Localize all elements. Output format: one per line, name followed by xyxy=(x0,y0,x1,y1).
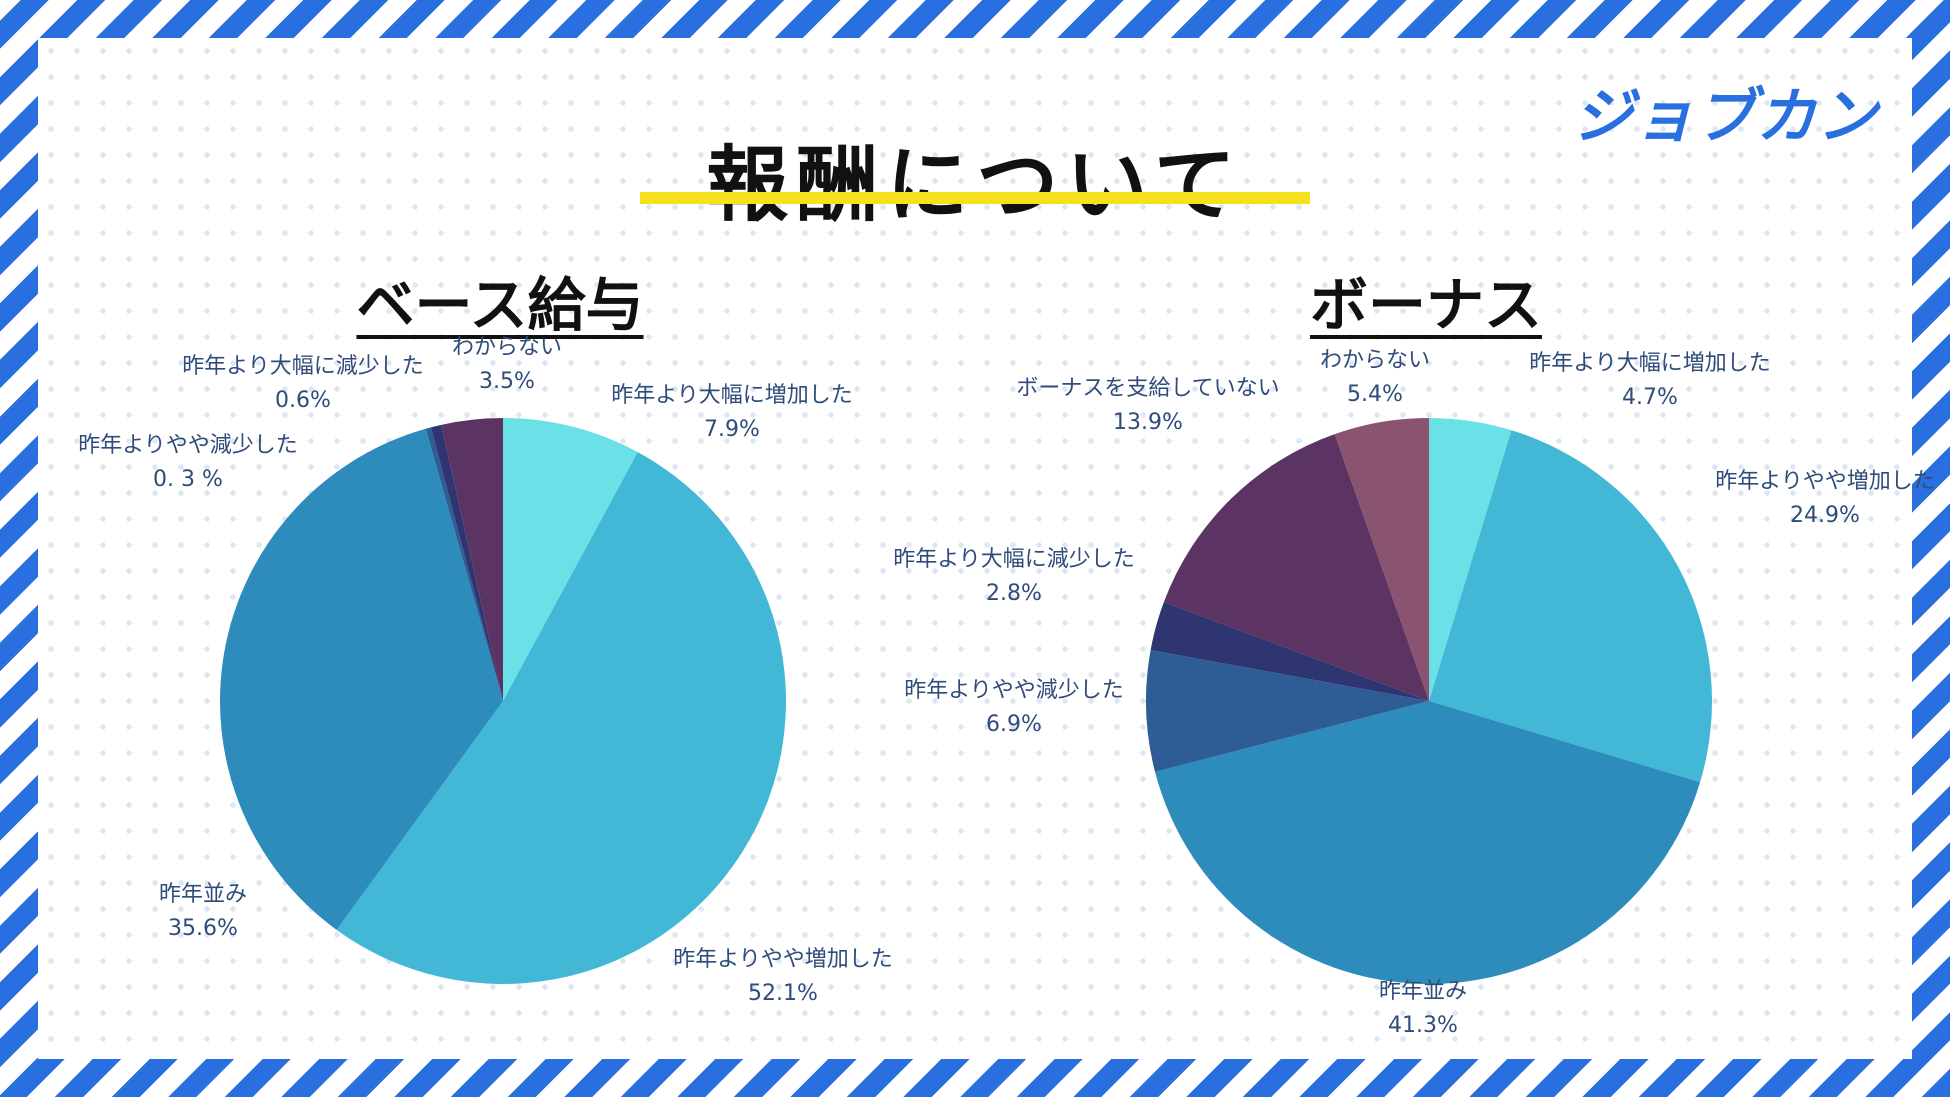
pie-slice xyxy=(425,427,503,701)
pie-slice xyxy=(1334,418,1429,701)
pie-slice xyxy=(1150,602,1429,701)
slice-label: 昨年より大幅に減少した xyxy=(182,354,424,379)
slice-value-label: 41.3% xyxy=(1388,1013,1458,1038)
pie-slice xyxy=(1429,418,1512,701)
pie-slice xyxy=(1163,434,1429,701)
pie-slice xyxy=(430,424,503,701)
pie-bonus: 昨年より大幅に増加した 4.7% 昨年よりやや増加した 24.9% 昨年並み 41.3% 昨… xyxy=(893,348,1935,1038)
slice-value-label: 3.5% xyxy=(479,369,535,394)
pie-slice xyxy=(1145,650,1429,772)
slice-label: 昨年より大幅に増加した xyxy=(1529,351,1771,376)
page-title: 報酬について xyxy=(706,138,1244,233)
title-underline-bar xyxy=(640,192,1310,204)
slice-label: 昨年並み xyxy=(1379,979,1467,1004)
slice-value-label: 7.9% xyxy=(704,417,760,442)
pie-slice xyxy=(1429,430,1713,783)
pie-slice xyxy=(336,452,786,984)
slice-label: 昨年よりやや増加した xyxy=(673,947,893,972)
chart-title-bonus: ボーナス xyxy=(1309,271,1542,339)
slice-value-label: 35.6% xyxy=(168,916,238,941)
pie-slice xyxy=(441,418,503,701)
slice-label: わからない xyxy=(1320,348,1430,373)
slice-label: 昨年より大幅に減少した xyxy=(893,547,1135,572)
slice-value-label: 24.9% xyxy=(1790,503,1860,528)
slice-value-label: 13.9% xyxy=(1113,410,1183,435)
slice-value-label: 4.7% xyxy=(1622,385,1678,410)
slice-value-label: 6.9% xyxy=(986,712,1042,737)
slice-label: わからない xyxy=(452,335,562,360)
slice-label: ボーナスを支給していない xyxy=(1016,376,1279,401)
slice-value-label: 0.6% xyxy=(275,388,331,413)
slice-label: 昨年よりやや減少した xyxy=(904,678,1124,703)
chart-title-base-salary: ベース給与 xyxy=(356,271,644,339)
brand-logo: ジョブカン xyxy=(1573,82,1878,152)
pie-slice xyxy=(220,428,503,930)
pie-slice xyxy=(1155,701,1701,985)
pie-slice xyxy=(503,418,638,701)
slice-label: 昨年より大幅に増加した xyxy=(611,383,853,408)
slice-label: 昨年よりやや増加した xyxy=(1715,469,1935,494)
slice-value-label: 2.8% xyxy=(986,581,1042,606)
slice-value-label: 52.1% xyxy=(748,981,818,1006)
slice-label: 昨年よりやや減少した xyxy=(78,433,298,458)
slice-value-label: 0. 3 % xyxy=(153,467,223,492)
slice-value-label: 5.4% xyxy=(1347,382,1403,407)
pie-base-salary: 昨年より大幅に増加した 7.9% 昨年よりやや増加した 52.1% 昨年並み 35.6% 昨… xyxy=(78,335,893,1006)
slice-label: 昨年並み xyxy=(159,882,247,907)
